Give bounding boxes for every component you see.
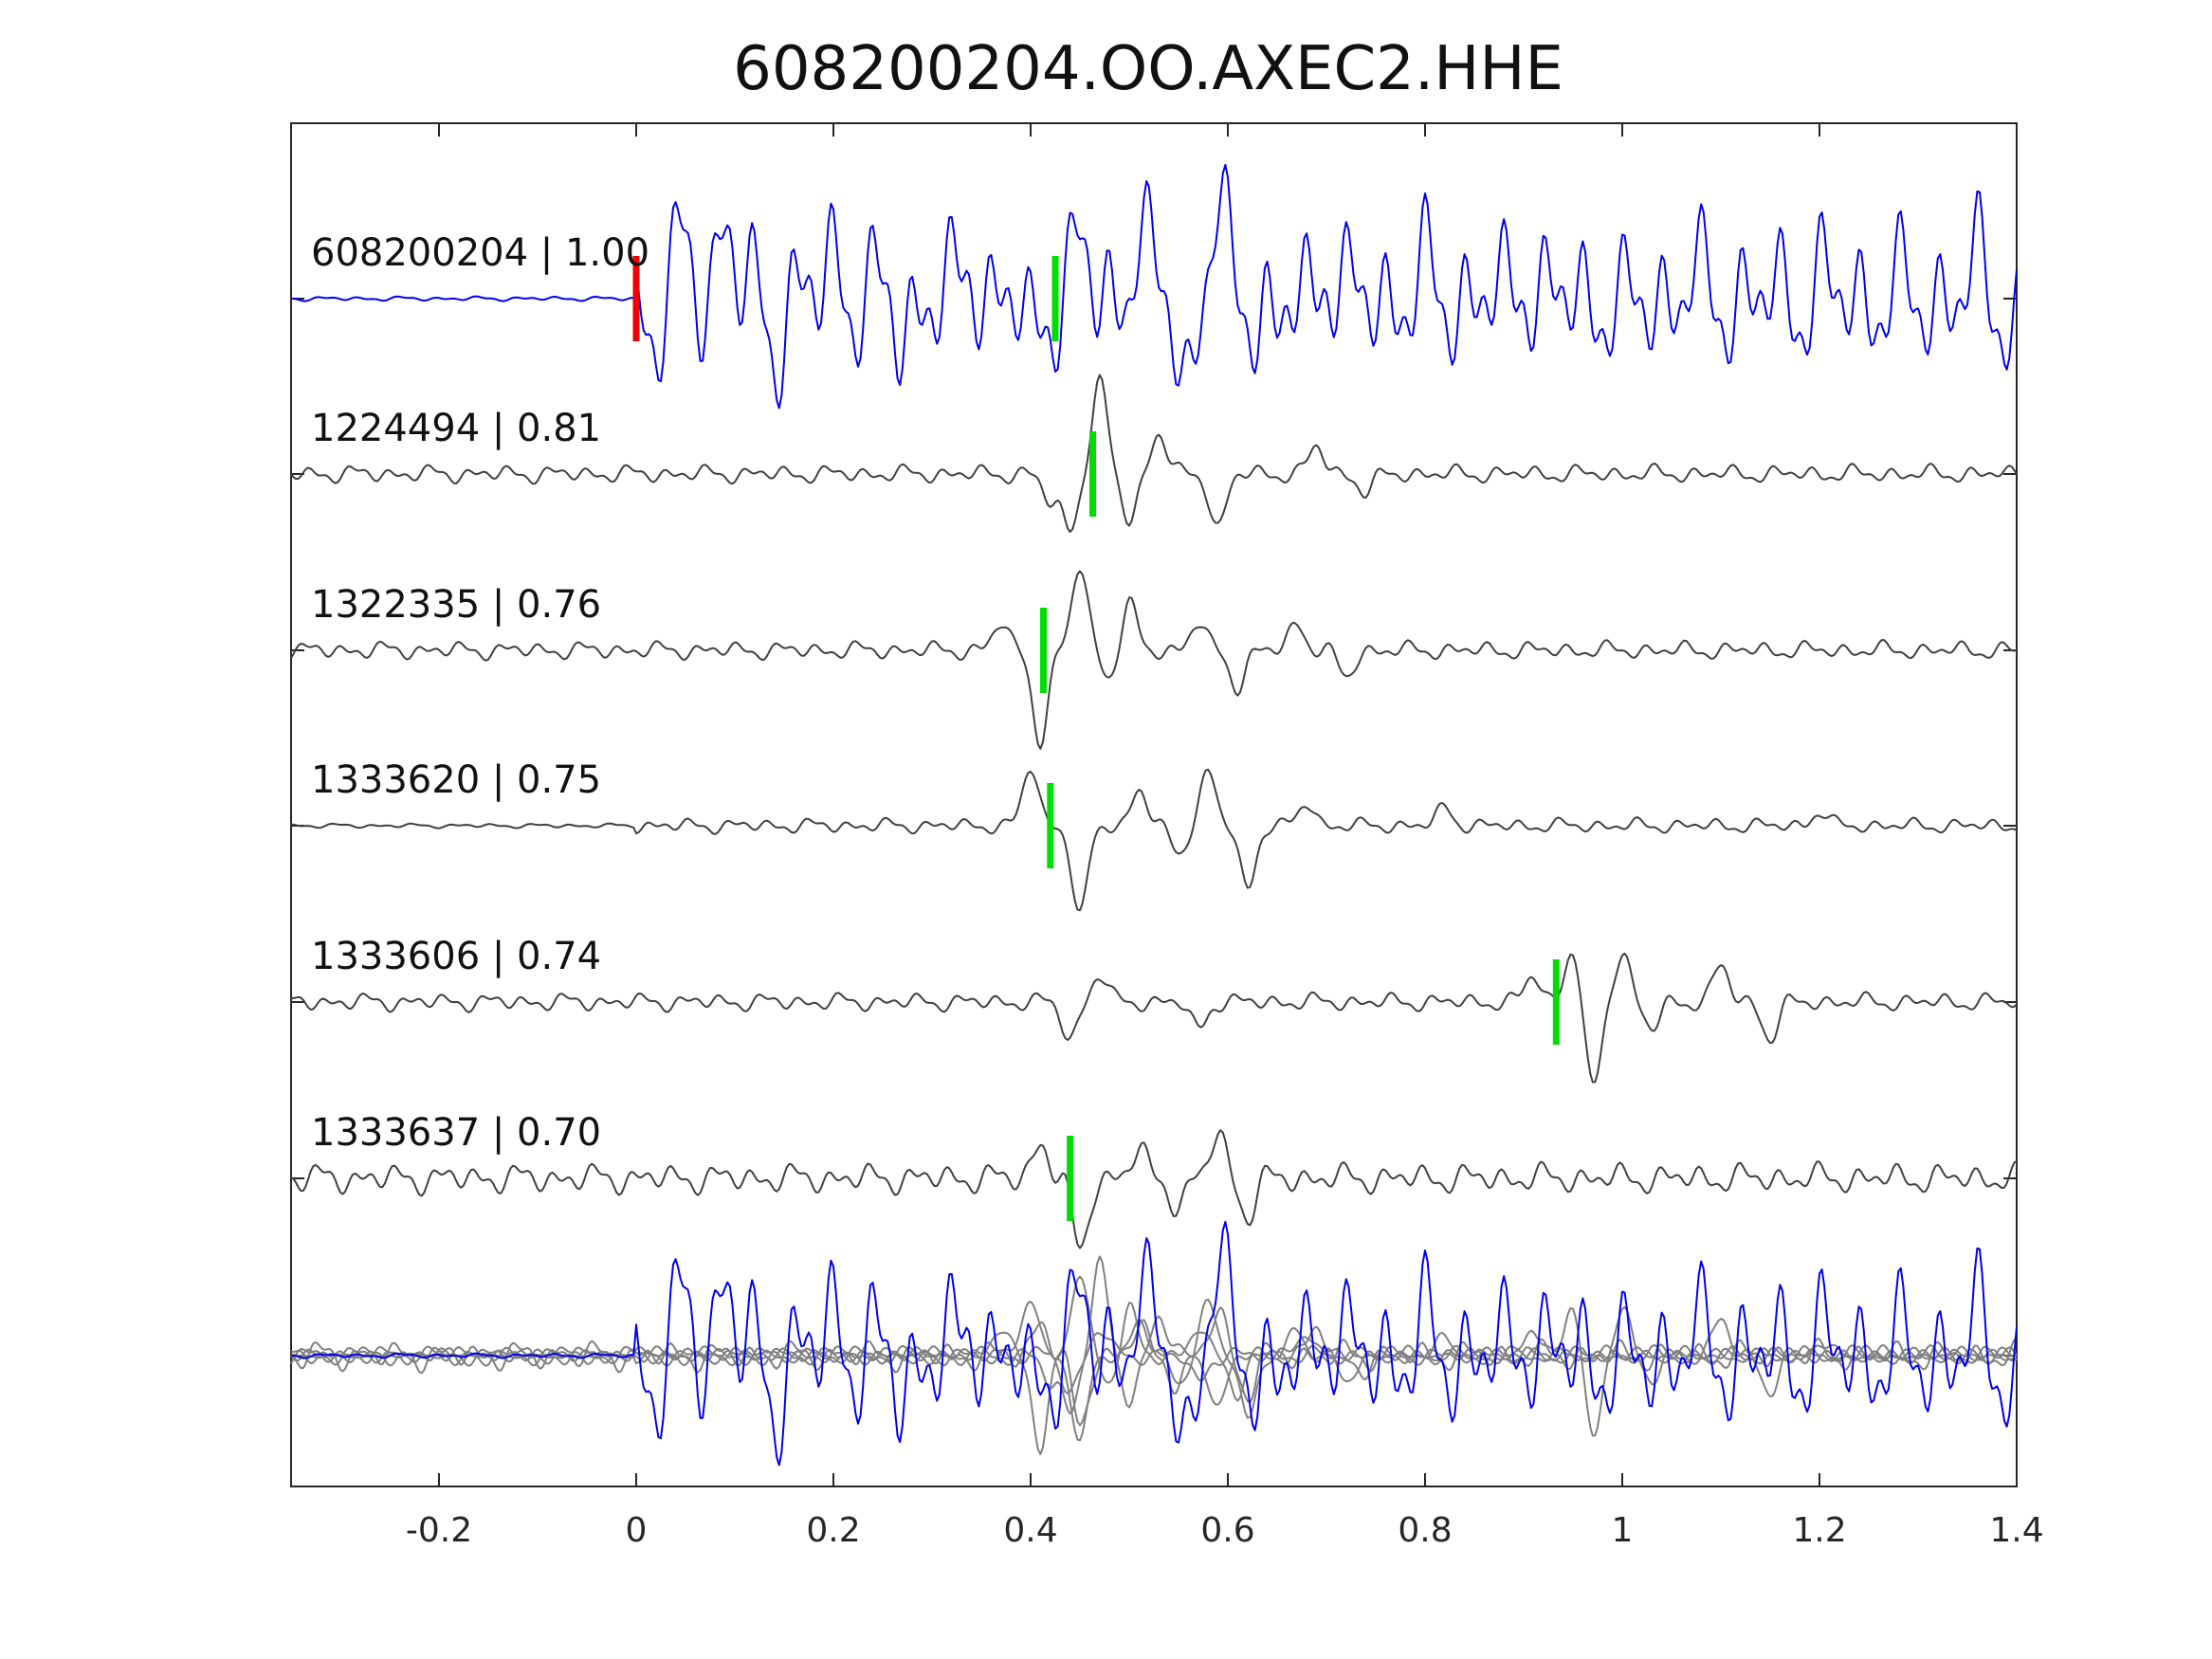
- x-tick-label: 0.8: [1398, 1511, 1452, 1550]
- trace-line-1322335: [290, 570, 2018, 750]
- trace-line-1333637: [290, 1129, 2018, 1249]
- trace-label: 1322335 | 0.76: [311, 583, 601, 627]
- x-tick-label: 0.4: [1003, 1511, 1057, 1550]
- overlay-trace-1224494: [290, 1255, 2018, 1415]
- trace-label: 1333606 | 0.74: [311, 935, 601, 978]
- x-tick-label: 0.2: [806, 1511, 860, 1550]
- trace-label: 1333637 | 0.70: [311, 1111, 601, 1155]
- chart-title: 608200204.OO.AXEC2.HHE: [733, 34, 1563, 104]
- x-tick-label: 0.6: [1200, 1511, 1254, 1550]
- x-tick-label: 0: [626, 1511, 648, 1550]
- trace-line-1333606: [290, 952, 2018, 1084]
- overlay-trace-1322335: [290, 1275, 2018, 1455]
- trace-label: 1224494 | 0.81: [311, 407, 601, 450]
- x-tick-label: 1.2: [1792, 1511, 1846, 1550]
- overlay-trace-608200204: [291, 1220, 2018, 1467]
- plot-area: -0.2 0 0.2 0.4 0.6 0.8 1 1.2 1.4 608200204 | 1.00…: [290, 122, 2044, 1550]
- axes-frame: [290, 122, 2018, 1487]
- x-tick-label: 1.4: [1989, 1511, 2043, 1550]
- trace-line-1333620: [290, 768, 2018, 912]
- trace-label: 608200204 | 1.00: [311, 231, 649, 275]
- trace-line-608200204: [291, 163, 2018, 410]
- x-tick-label: -0.2: [406, 1511, 472, 1550]
- x-tick-label: 1: [1612, 1511, 1634, 1550]
- trace-label: 1333620 | 0.75: [311, 758, 601, 802]
- trace-line-1224494: [290, 374, 2018, 534]
